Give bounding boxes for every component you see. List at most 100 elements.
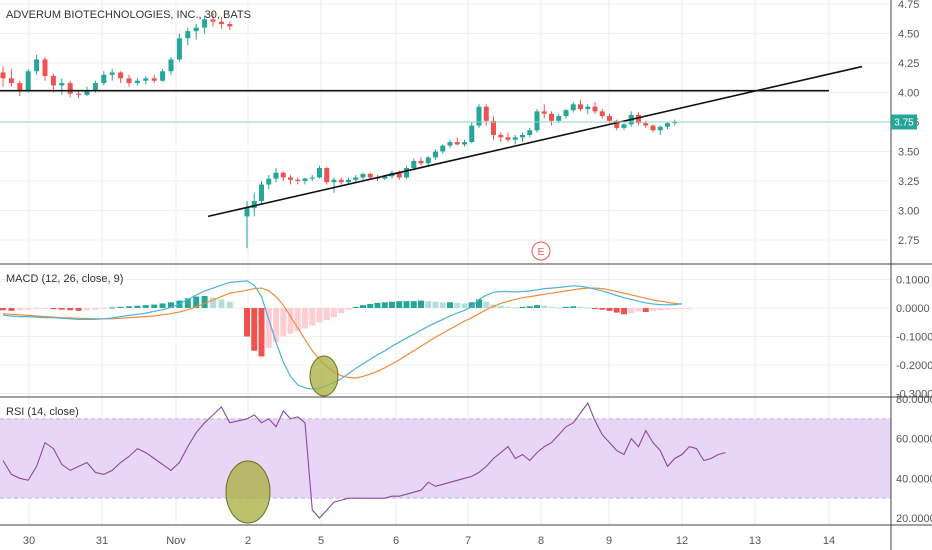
macd-histogram-bar: [84, 308, 90, 311]
rsi-layer: [2, 401, 726, 524]
candle: [266, 175, 272, 190]
macd-histogram-bar: [570, 306, 577, 308]
candle-body: [650, 125, 656, 131]
macd-histogram-bar: [642, 308, 649, 312]
candle: [259, 181, 264, 205]
macd-histogram-bar: [258, 308, 265, 357]
macd-histogram-bar: [294, 308, 301, 332]
candle-body: [50, 75, 56, 86]
candle-body: [556, 116, 562, 121]
candle-body: [476, 106, 482, 126]
macd-crossover-highlight[interactable]: [309, 355, 339, 397]
candle: [193, 24, 199, 40]
macd-histogram-bar: [425, 301, 432, 308]
macd-histogram-bar: [226, 301, 233, 308]
macd-histogram-bar: [117, 306, 124, 308]
candle: [273, 168, 279, 183]
candle: [599, 109, 605, 119]
candle: [317, 165, 322, 179]
macd-histogram-bar: [686, 308, 693, 309]
candle: [650, 124, 656, 133]
rsi-tick-label: 60.0000: [896, 434, 932, 446]
candle-body: [592, 106, 598, 112]
candle-body: [331, 179, 337, 183]
macd-histogram-bar: [273, 308, 279, 343]
macd-histogram-bar: [159, 303, 166, 308]
macd-tick-label: 0.1000: [896, 275, 930, 287]
candle: [476, 104, 482, 128]
candle: [168, 57, 174, 75]
macd-histogram-bar: [42, 308, 48, 309]
macd-histogram-bar: [671, 308, 678, 310]
candle-body: [273, 172, 279, 179]
candle-body: [151, 78, 157, 81]
candle-body: [367, 173, 373, 178]
candle-body: [251, 201, 257, 209]
candle: [25, 68, 31, 93]
candle: [512, 134, 518, 145]
macd-histogram-bar: [210, 297, 216, 308]
candle: [324, 166, 330, 185]
time-axis[interactable]: 30 31 Nov 2 5 6 7 8 9 12 13 14: [23, 535, 835, 547]
macd-histogram-bar: [367, 304, 374, 308]
candle: [592, 101, 598, 114]
time-tick-label: 7: [465, 535, 471, 547]
macd-histogram-bar: [360, 305, 366, 308]
time-tick-label: 12: [676, 535, 688, 547]
candle-body: [324, 168, 330, 183]
rsi-band: [0, 418, 891, 499]
macd-histogram-bar: [403, 301, 410, 308]
macd-histogram-bar: [534, 305, 540, 308]
macd-histogram-bar: [92, 308, 99, 310]
macd-histogram-bar: [265, 308, 272, 348]
macd-histogram-bar: [454, 302, 461, 308]
candle: [331, 177, 337, 193]
support-trendline[interactable]: [207, 65, 863, 218]
price-annotations[interactable]: [0, 65, 891, 218]
macd-histogram-bar: [323, 308, 330, 320]
candle: [440, 144, 446, 154]
candle: [447, 139, 453, 148]
rsi-tick-label: 40.0000: [896, 473, 932, 485]
macd-line: [2, 280, 683, 390]
candle: [210, 12, 216, 27]
macd-histogram-bar: [468, 302, 475, 308]
price-tick-label: 4.00: [898, 88, 919, 100]
candle: [367, 172, 373, 179]
candle: [218, 16, 224, 29]
candle-body: [614, 120, 620, 128]
candle: [42, 57, 48, 81]
candle-body: [346, 179, 351, 183]
candle-body: [109, 72, 115, 75]
rsi-oversold-highlight[interactable]: [225, 460, 271, 524]
macd-histogram-bar: [613, 308, 620, 313]
macd-histogram-bar: [461, 303, 468, 308]
candle: [244, 201, 250, 249]
macd-histogram-bar: [218, 299, 225, 308]
candle: [665, 122, 670, 130]
earnings-marker[interactable]: E: [531, 241, 551, 261]
rsi-title: RSI (14, close): [6, 406, 79, 418]
candle: [505, 132, 511, 143]
candle: [520, 132, 525, 143]
rsi-axis[interactable]: 80.0000 60.0000 40.0000 20.0000: [896, 394, 932, 525]
macd-histogram-bar: [316, 308, 323, 323]
candle-body: [454, 142, 460, 145]
candle-body: [418, 160, 424, 164]
candle-body: [578, 104, 583, 110]
candle: [614, 119, 620, 131]
candle: [636, 112, 641, 126]
candle: [498, 132, 504, 143]
macd-axis[interactable]: 0.1000 0.0000 -0.1000 -0.2000 -0.3000: [896, 275, 932, 401]
time-tick-label: 5: [318, 535, 324, 547]
candle-body: [621, 124, 627, 128]
candle-body: [563, 110, 569, 117]
candle: [672, 119, 678, 126]
time-tick-label: 9: [606, 535, 612, 547]
candle-body: [520, 134, 525, 138]
candle-body: [433, 151, 438, 158]
candle: [433, 149, 438, 160]
candle: [151, 74, 157, 84]
candle: [534, 109, 540, 133]
